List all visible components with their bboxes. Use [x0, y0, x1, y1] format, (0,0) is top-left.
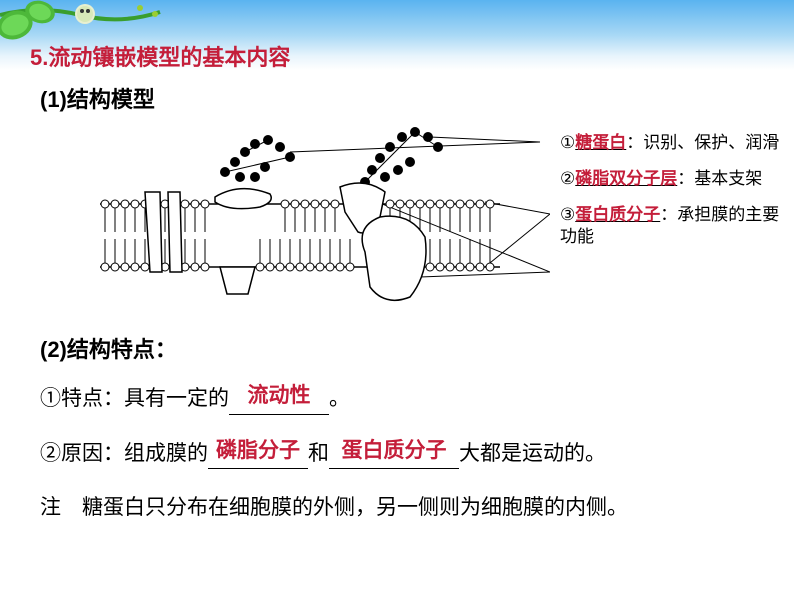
membrane-diagram [90, 122, 550, 312]
feature-line-1: ①特点：具有一定的流动性。 [40, 382, 784, 415]
diagram-labels: ①糖蛋白：识别、保护、润滑 ②磷脂双分子层：基本支架 ③蛋白质分子：承担膜的主要… [560, 132, 784, 262]
label-glycoprotein: ①糖蛋白：识别、保护、润滑 [560, 132, 784, 154]
diagram-row: ①糖蛋白：识别、保护、润滑 ②磷脂双分子层：基本支架 ③蛋白质分子：承担膜的主要… [30, 122, 784, 312]
glycoprotein-chain-1 [220, 135, 295, 182]
section-title: 5.流动镶嵌模型的基本内容 [30, 40, 784, 72]
label-protein: ③蛋白质分子：承担膜的主要功能 [560, 204, 784, 248]
note-text: 注 糖蛋白只分布在细胞膜的外侧，另一侧则为细胞膜的内侧。 [40, 491, 784, 521]
subsection-2: (2)结构特点： [40, 332, 784, 364]
feature-line-2: ②原因：组成膜的磷脂分子和蛋白质分子大都是运动的。 [40, 437, 784, 470]
content-area: 5.流动镶嵌模型的基本内容 (1)结构模型 [30, 40, 784, 521]
glycoprotein-chain-2 [360, 127, 443, 187]
label-bilayer: ②磷脂双分子层：基本支架 [560, 168, 784, 190]
subsection-1: (1)结构模型 [40, 82, 784, 114]
